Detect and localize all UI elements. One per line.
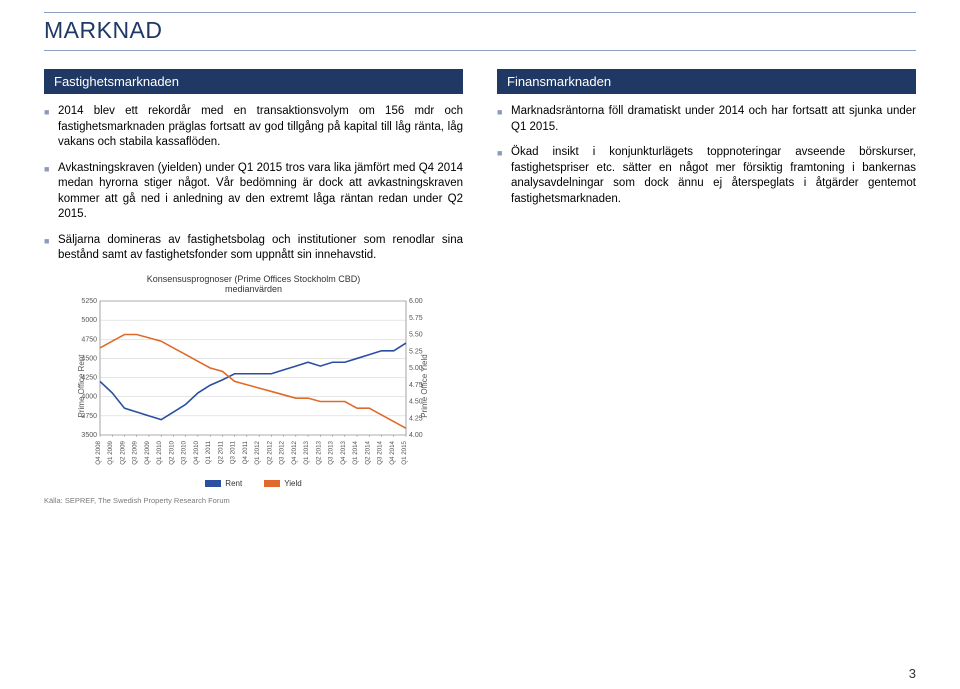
svg-text:Q2 2014: Q2 2014 bbox=[364, 441, 371, 465]
svg-text:Q2 2012: Q2 2012 bbox=[266, 441, 273, 465]
bullet-icon: ■ bbox=[44, 233, 58, 264]
page-number: 3 bbox=[909, 666, 916, 681]
svg-text:Q3 2012: Q3 2012 bbox=[279, 441, 286, 465]
chart-container: Konsensusprognoser (Prime Offices Stockh… bbox=[44, 274, 463, 506]
svg-text:5.75: 5.75 bbox=[409, 315, 423, 322]
svg-text:5000: 5000 bbox=[81, 317, 97, 324]
left-section-header: Fastighetsmarknaden bbox=[44, 69, 463, 94]
left-bullet-3: Säljarna domineras av fastighetsbolag oc… bbox=[58, 233, 463, 264]
y-axis-left-label: Prime Office Rent bbox=[77, 355, 86, 418]
right-column: Finansmarknaden ■Marknadsräntorna föll d… bbox=[497, 69, 916, 505]
svg-text:Q1 2012: Q1 2012 bbox=[254, 441, 261, 465]
svg-text:Q4 2014: Q4 2014 bbox=[389, 441, 396, 465]
svg-text:Q3 2009: Q3 2009 bbox=[132, 441, 139, 465]
svg-text:5.50: 5.50 bbox=[409, 332, 423, 339]
chart-legend: Rent Yield bbox=[44, 479, 463, 488]
right-section-header: Finansmarknaden bbox=[497, 69, 916, 94]
chart-source: Källa: SEPREF, The Swedish Property Rese… bbox=[44, 496, 463, 505]
svg-text:Q2 2009: Q2 2009 bbox=[119, 441, 126, 465]
bullet-icon: ■ bbox=[44, 104, 58, 151]
left-bullet-2: Avkastningskraven (yielden) under Q1 201… bbox=[58, 161, 463, 223]
svg-text:Q1 2014: Q1 2014 bbox=[352, 441, 359, 465]
svg-text:Q4 2010: Q4 2010 bbox=[193, 441, 200, 465]
bullet-icon: ■ bbox=[44, 161, 58, 223]
svg-text:Q4 2013: Q4 2013 bbox=[340, 441, 347, 465]
svg-text:5250: 5250 bbox=[81, 298, 97, 305]
bullet-icon: ■ bbox=[497, 104, 511, 135]
bullet-icon: ■ bbox=[497, 145, 511, 207]
svg-text:Q3 2013: Q3 2013 bbox=[328, 441, 335, 465]
svg-text:Q4 2011: Q4 2011 bbox=[242, 441, 249, 465]
chart-title-line2: medianvärden bbox=[225, 284, 282, 294]
legend-rent: Rent bbox=[225, 479, 242, 488]
svg-text:Q4 2008: Q4 2008 bbox=[95, 441, 102, 465]
chart-title-line1: Konsensusprognoser (Prime Offices Stockh… bbox=[147, 274, 360, 284]
svg-text:4750: 4750 bbox=[81, 337, 97, 344]
svg-text:4.00: 4.00 bbox=[409, 432, 423, 439]
right-bullet-1: Marknadsräntorna föll dramatiskt under 2… bbox=[511, 104, 916, 135]
svg-text:Q1 2015: Q1 2015 bbox=[401, 441, 408, 465]
svg-text:Q2 2010: Q2 2010 bbox=[168, 441, 175, 465]
left-bullet-1: 2014 blev ett rekordår med en transaktio… bbox=[58, 104, 463, 151]
svg-text:Q3 2014: Q3 2014 bbox=[377, 441, 384, 465]
chart-svg: 350037504000425045004750500052504.004.25… bbox=[68, 297, 438, 475]
page-title: MARKNAD bbox=[44, 17, 916, 44]
svg-text:Q1 2011: Q1 2011 bbox=[205, 441, 212, 465]
left-column: Fastighetsmarknaden ■2014 blev ett rekor… bbox=[44, 69, 463, 505]
svg-text:Q1 2010: Q1 2010 bbox=[156, 441, 163, 465]
svg-text:Q1 2009: Q1 2009 bbox=[107, 441, 114, 465]
svg-text:Q3 2011: Q3 2011 bbox=[230, 441, 237, 465]
svg-text:Q4 2012: Q4 2012 bbox=[291, 441, 298, 465]
right-bullet-2: Ökad insikt i konjunkturlägets toppnoter… bbox=[511, 145, 916, 207]
svg-text:6.00: 6.00 bbox=[409, 298, 423, 305]
y-axis-right-label: Prime Office Yield bbox=[420, 355, 429, 418]
svg-text:Q2 2011: Q2 2011 bbox=[217, 441, 224, 465]
svg-text:Q2 2013: Q2 2013 bbox=[315, 441, 322, 465]
svg-text:3500: 3500 bbox=[81, 432, 97, 439]
svg-text:Q1 2013: Q1 2013 bbox=[303, 441, 310, 465]
legend-yield: Yield bbox=[284, 479, 302, 488]
svg-text:Q4 2009: Q4 2009 bbox=[144, 441, 151, 465]
svg-text:Q3 2010: Q3 2010 bbox=[181, 441, 188, 465]
